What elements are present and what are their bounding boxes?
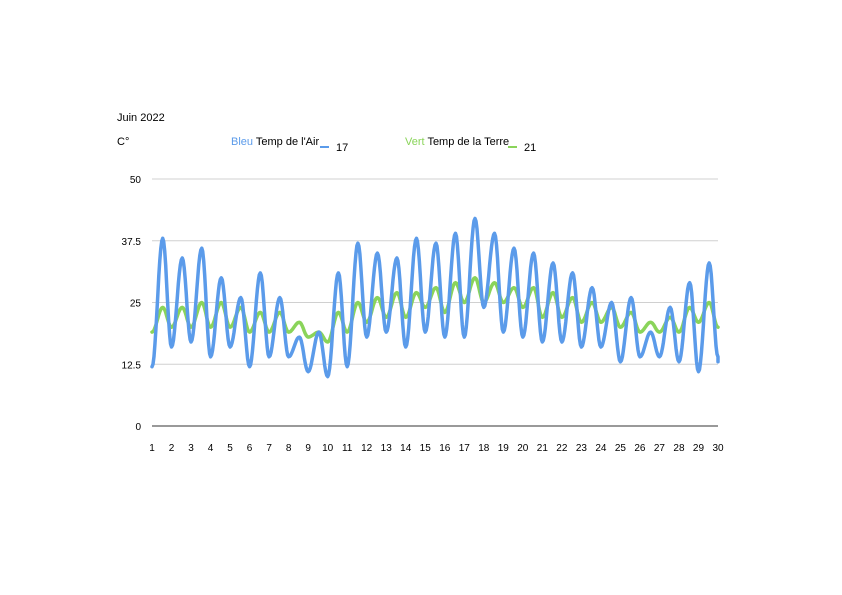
y-axis-unit: C° — [117, 136, 130, 148]
legend-green-swatch — [508, 146, 517, 148]
x-tick-label: 5 — [227, 443, 233, 454]
legend-green: Vert Temp de la Terre — [405, 136, 509, 148]
chart-title: Juin 2022 — [117, 112, 165, 124]
legend-green-color-word: Vert — [405, 136, 425, 148]
x-tick-label: 7 — [266, 443, 272, 454]
x-tick-label: 17 — [459, 443, 471, 454]
x-tick-label: 16 — [439, 443, 451, 454]
x-tick-label: 30 — [712, 443, 724, 454]
series-line-air — [150, 216, 720, 379]
x-tick-label: 28 — [673, 443, 685, 454]
series-line-ground — [150, 276, 720, 344]
legend-blue-swatch — [320, 146, 329, 148]
x-tick-label: 22 — [556, 443, 568, 454]
y-tick-label: 37.5 — [122, 237, 142, 248]
x-tick-label: 21 — [537, 443, 549, 454]
x-tick-label: 6 — [247, 443, 253, 454]
x-tick-label: 25 — [615, 443, 627, 454]
x-tick-label: 8 — [286, 443, 292, 454]
legend-green-value: 21 — [524, 142, 537, 154]
legend-blue-color-word: Bleu — [231, 136, 254, 148]
x-tick-label: 9 — [305, 443, 311, 454]
x-tick-label: 24 — [595, 443, 607, 454]
x-tick-label: 4 — [208, 443, 214, 454]
x-tick-label: 23 — [576, 443, 588, 454]
x-tick-label: 19 — [498, 443, 510, 454]
legend-blue-label: Temp de l'Air — [255, 136, 320, 148]
y-tick-label: 0 — [135, 422, 141, 433]
x-tick-label: 10 — [322, 443, 334, 454]
x-tick-label: 13 — [381, 443, 393, 454]
x-tick-label: 11 — [342, 443, 353, 454]
legend-blue-value: 17 — [336, 142, 349, 154]
x-tick-label: 18 — [478, 443, 490, 454]
x-tick-label: 1 — [149, 443, 155, 454]
x-tick-label: 2 — [169, 443, 175, 454]
x-tick-label: 3 — [188, 443, 194, 454]
y-tick-label: 12.5 — [122, 360, 142, 371]
y-tick-label: 50 — [130, 175, 142, 186]
x-tick-label: 15 — [420, 443, 432, 454]
x-tick-label: 29 — [693, 443, 705, 454]
y-tick-label: 25 — [130, 299, 142, 310]
x-tick-label: 14 — [400, 443, 412, 454]
x-tick-label: 12 — [361, 443, 373, 454]
legend-blue: Bleu Temp de l'Air — [231, 136, 319, 148]
legend-green-label: Temp de la Terre — [427, 136, 510, 148]
x-tick-label: 27 — [654, 443, 666, 454]
x-tick-label: 20 — [517, 443, 529, 454]
x-tick-label: 26 — [634, 443, 646, 454]
